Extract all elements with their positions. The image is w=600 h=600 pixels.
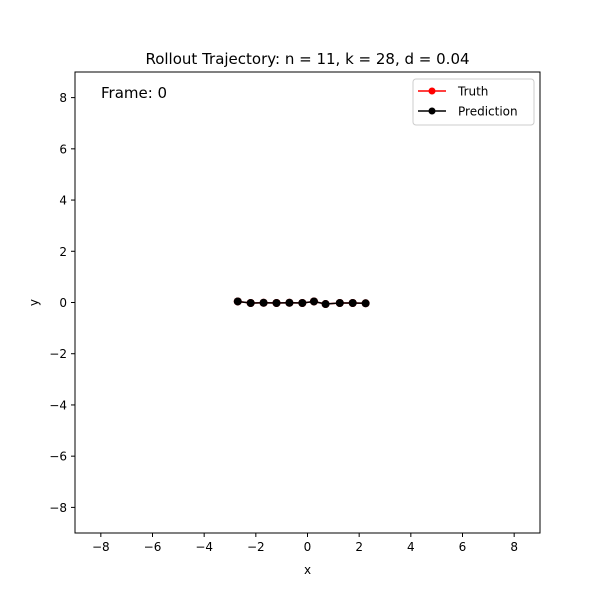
axes-frame bbox=[74, 71, 541, 534]
x-tick-label: 4 bbox=[407, 540, 415, 554]
data-point-prediction bbox=[233, 297, 242, 306]
data-point-prediction bbox=[335, 299, 344, 308]
x-tick-label: −2 bbox=[247, 540, 265, 554]
y-tick-label: 2 bbox=[59, 245, 67, 259]
data-point-prediction bbox=[259, 298, 268, 307]
y-tick-label: 4 bbox=[59, 194, 67, 208]
x-tick-label: −4 bbox=[195, 540, 213, 554]
legend-marker-truth bbox=[428, 87, 436, 95]
y-tick-label: 8 bbox=[59, 91, 67, 105]
x-tick-label: −6 bbox=[144, 540, 162, 554]
y-tick-label: −6 bbox=[49, 450, 67, 464]
y-axis-label: y bbox=[27, 299, 41, 306]
data-point-prediction bbox=[309, 297, 318, 306]
data-point-prediction bbox=[321, 300, 330, 309]
y-tick-label: 0 bbox=[59, 296, 67, 310]
plot-area bbox=[233, 297, 370, 309]
x-tick-label: 0 bbox=[304, 540, 312, 554]
data-point-prediction bbox=[348, 299, 357, 308]
data-point-prediction bbox=[246, 299, 255, 308]
legend-label-prediction: Prediction bbox=[458, 105, 518, 119]
y-tick-label: −2 bbox=[49, 347, 67, 361]
x-tick-label: 6 bbox=[459, 540, 467, 554]
data-point-prediction bbox=[285, 298, 294, 307]
legend-marker-prediction bbox=[428, 107, 436, 115]
x-tick-label: 8 bbox=[510, 540, 518, 554]
y-tick-label: 6 bbox=[59, 142, 67, 156]
x-tick-label: 2 bbox=[355, 540, 363, 554]
y-axis-ticks: −8 −6 −4 −2 0 2 4 6 8 bbox=[49, 91, 75, 515]
legend: Truth Prediction bbox=[412, 78, 535, 126]
x-axis-label: x bbox=[304, 563, 311, 577]
data-point-prediction bbox=[361, 299, 370, 308]
frame-annotation: Frame: 0 bbox=[101, 84, 167, 102]
legend-label-truth: Truth bbox=[457, 85, 488, 99]
data-point-prediction bbox=[298, 299, 307, 308]
x-axis-ticks: −8 −6 −4 −2 0 2 4 6 8 bbox=[92, 533, 518, 554]
y-tick-label: −8 bbox=[49, 501, 67, 515]
chart-title: Rollout Trajectory: n = 11, k = 28, d = … bbox=[145, 50, 469, 68]
x-tick-label: −8 bbox=[92, 540, 110, 554]
data-point-prediction bbox=[272, 299, 281, 308]
y-tick-label: −4 bbox=[49, 398, 67, 412]
